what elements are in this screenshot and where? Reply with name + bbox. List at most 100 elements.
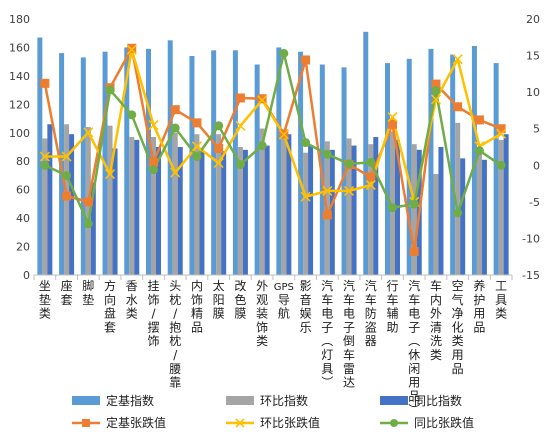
bar bbox=[211, 50, 217, 275]
line-point bbox=[322, 185, 333, 196]
y-right-tick-label: 10 bbox=[526, 86, 540, 99]
bar bbox=[264, 145, 270, 275]
bar bbox=[124, 47, 130, 275]
line-point bbox=[343, 185, 355, 196]
line-point bbox=[39, 151, 50, 162]
bar bbox=[481, 159, 487, 275]
line-point bbox=[235, 160, 245, 170]
bar bbox=[177, 147, 183, 275]
bar bbox=[156, 147, 161, 275]
legend-swatch bbox=[380, 396, 408, 405]
line-point bbox=[61, 151, 72, 162]
line-point bbox=[235, 93, 245, 103]
category-label: 工具类 bbox=[495, 279, 507, 321]
line-point bbox=[301, 138, 311, 148]
line-point bbox=[126, 44, 137, 55]
bar bbox=[286, 134, 292, 275]
line-point bbox=[170, 167, 181, 178]
category-label: 空气净化类用品 bbox=[452, 279, 464, 376]
bar bbox=[189, 55, 195, 276]
bar bbox=[167, 40, 173, 275]
series-line bbox=[43, 52, 503, 226]
category-label: 挂饰/摆饰 bbox=[147, 279, 159, 348]
category-label: 汽车电子倒车雷达 bbox=[343, 278, 355, 390]
category-label: 香水类 bbox=[126, 279, 138, 321]
category-label: 太阳膜 bbox=[213, 278, 225, 321]
y-left-tick-label: 0 bbox=[23, 269, 30, 282]
line-point bbox=[278, 129, 289, 140]
bar bbox=[450, 54, 456, 276]
bar bbox=[134, 139, 140, 275]
line-point bbox=[191, 141, 203, 152]
bar bbox=[242, 149, 248, 275]
line-point bbox=[388, 203, 397, 213]
y-left-tick-label: 40 bbox=[16, 212, 30, 225]
bar bbox=[37, 37, 43, 275]
category-label: 养护用品 bbox=[473, 278, 485, 334]
bar bbox=[373, 137, 379, 275]
bar bbox=[69, 134, 75, 275]
line-point bbox=[170, 123, 180, 133]
legend-label: 定基张跌值 bbox=[106, 415, 166, 430]
bar bbox=[493, 63, 499, 276]
y-left-tick-label: 20 bbox=[16, 241, 30, 254]
bar bbox=[112, 148, 118, 275]
line-point bbox=[409, 199, 419, 209]
line-point bbox=[279, 48, 289, 58]
line-point bbox=[40, 160, 50, 170]
y-right-tick-label: -15 bbox=[522, 269, 540, 282]
line-point bbox=[474, 115, 484, 125]
category-label: 外观装饰类 bbox=[256, 279, 268, 348]
bar bbox=[90, 182, 96, 275]
line-point bbox=[387, 111, 398, 123]
category-label: 坐垫类 bbox=[39, 279, 51, 321]
bar bbox=[438, 147, 444, 275]
line-point bbox=[257, 95, 268, 106]
line-point bbox=[301, 55, 311, 65]
axes-layer: 0 20 40 60 80 100 120 140 160 180 -15 -10 -5 0 5 10 15 20 bbox=[9, 13, 540, 282]
y-left-tick-label: 180 bbox=[9, 13, 30, 26]
line-point bbox=[257, 94, 267, 104]
category-label: 影音娱乐 bbox=[300, 279, 312, 334]
bar bbox=[319, 64, 325, 275]
category-label: 汽车电子︵灯具︶ bbox=[321, 278, 333, 390]
bar bbox=[411, 144, 417, 275]
line-point bbox=[83, 219, 93, 229]
legend-marker bbox=[235, 418, 245, 428]
bar bbox=[498, 139, 504, 275]
y-left-tick-label: 80 bbox=[16, 155, 30, 168]
category-labels: 坐垫类座套脚垫方向盘套香水类挂饰/摆饰头枕/抱枕/腰靠内饰精品太阳膜改色膜外观装… bbox=[39, 278, 507, 417]
category-label: 汽车防盗器 bbox=[365, 278, 377, 348]
bar bbox=[390, 131, 395, 275]
y-left-tick-label: 120 bbox=[9, 98, 30, 111]
line-point bbox=[366, 157, 376, 167]
bar bbox=[303, 152, 309, 275]
legend-label: 定基指数 bbox=[106, 393, 154, 408]
line-point bbox=[496, 160, 506, 170]
bar bbox=[433, 174, 439, 275]
y-right-tick-label: 0 bbox=[533, 159, 540, 172]
line-point bbox=[322, 149, 332, 159]
line-point bbox=[149, 157, 158, 167]
bar bbox=[351, 145, 357, 275]
bar bbox=[476, 152, 482, 275]
bar bbox=[194, 134, 200, 275]
bar bbox=[80, 57, 86, 276]
line-point bbox=[170, 105, 180, 115]
bar bbox=[308, 145, 314, 275]
legend-label: 环比指数 bbox=[260, 393, 308, 408]
line-point bbox=[148, 119, 159, 131]
category-label: 座套 bbox=[61, 278, 73, 307]
bar bbox=[455, 122, 461, 275]
bar bbox=[129, 137, 135, 275]
line-point bbox=[192, 152, 202, 162]
bar bbox=[216, 134, 222, 275]
bar bbox=[281, 134, 287, 275]
line-point bbox=[62, 171, 72, 181]
bar bbox=[368, 144, 374, 275]
line-point bbox=[431, 79, 441, 89]
bar bbox=[276, 47, 282, 275]
legend-label: 同比张跌值 bbox=[414, 415, 474, 430]
